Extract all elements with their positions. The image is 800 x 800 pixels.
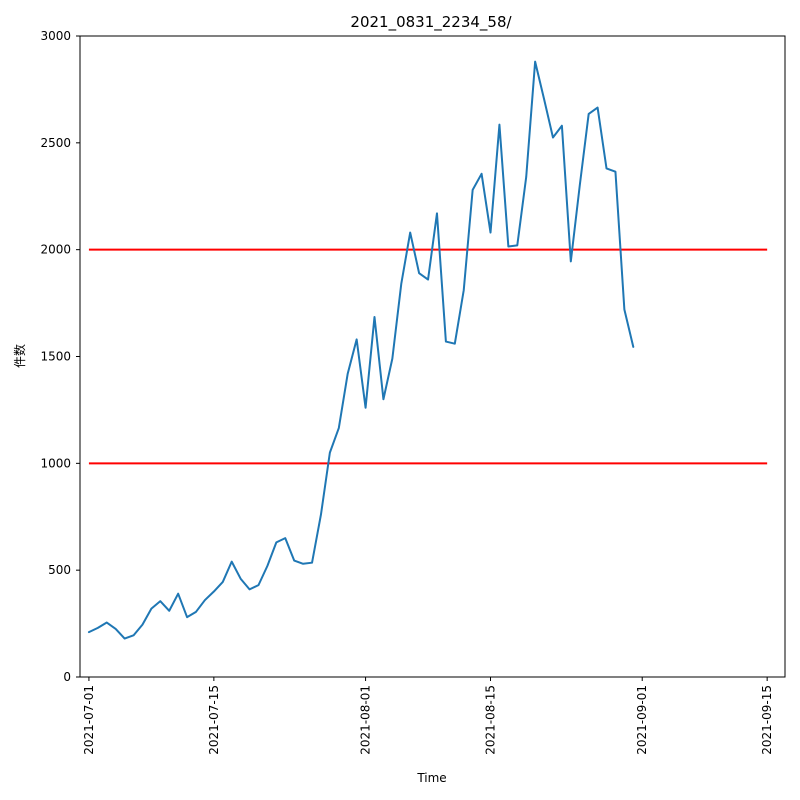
y-tick-label: 2000 bbox=[40, 243, 71, 257]
series-lines bbox=[87, 60, 635, 640]
x-tick-label: 2021-09-15 bbox=[760, 685, 774, 755]
y-tick-label: 2500 bbox=[40, 136, 71, 150]
reference-lines bbox=[88, 248, 768, 465]
x-tick-label: 2021-07-15 bbox=[207, 685, 221, 755]
chart-title: 2021_0831_2234_58/ bbox=[350, 13, 512, 32]
series-line-0 bbox=[87, 60, 635, 640]
x-tick-label: 2021-08-15 bbox=[484, 685, 498, 755]
x-tick-label: 2021-09-01 bbox=[635, 685, 649, 755]
x-tick-label: 2021-08-01 bbox=[359, 685, 373, 755]
axes: 0 500 1000 1500 2000 2500 3000 2021-07-01 2021-0… bbox=[40, 29, 786, 755]
y-tick-label: 0 bbox=[63, 670, 71, 684]
y-tick-label: 1500 bbox=[40, 350, 71, 364]
y-tick-label: 3000 bbox=[40, 29, 71, 43]
x-axis-label: Time bbox=[416, 771, 446, 785]
y-tick-label: 1000 bbox=[40, 456, 71, 470]
y-tick-label: 500 bbox=[48, 563, 71, 577]
y-axis-label: 件数 bbox=[12, 344, 27, 368]
x-tick-label: 2021-07-01 bbox=[82, 685, 96, 755]
